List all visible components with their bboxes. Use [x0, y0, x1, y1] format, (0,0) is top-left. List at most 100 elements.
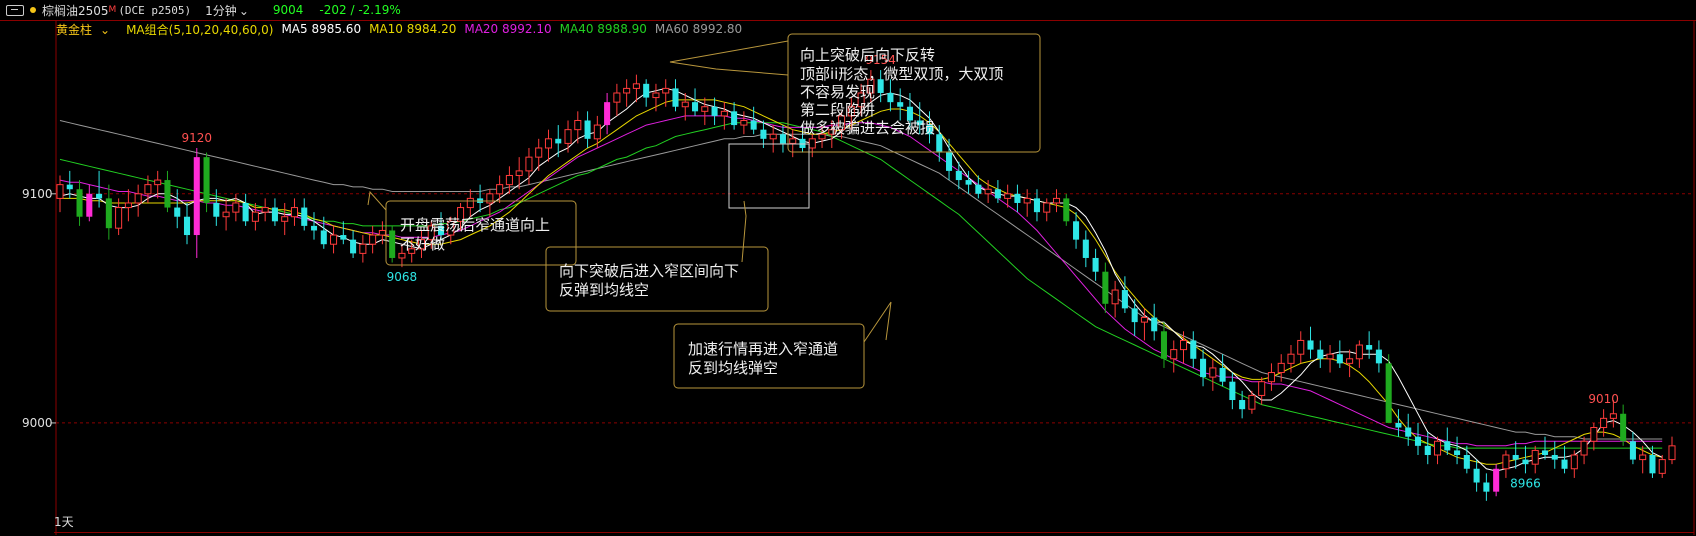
candle [1493, 464, 1500, 497]
candle-body [779, 134, 786, 144]
candle-body [232, 202, 240, 213]
candle-body [1346, 358, 1354, 364]
candle [1131, 299, 1138, 336]
candle [818, 125, 826, 148]
candle-body [1620, 413, 1627, 442]
link-icon[interactable] [6, 4, 24, 16]
candle [477, 184, 484, 213]
candle-body [310, 225, 318, 231]
period-selector[interactable]: 1分钟 ⌄ [205, 2, 255, 19]
candle-body [350, 239, 357, 254]
candle [1239, 390, 1246, 419]
candle-body [769, 133, 777, 140]
y-tick-label: 9100 [22, 187, 53, 201]
annotation-double-top: 向上突破后向下反转 顶部ii形态，微型双顶，大双顶 不容易发现 第二段陷阱 做多… [669, 33, 1041, 153]
candle-body [86, 193, 93, 217]
candle-body [535, 147, 543, 158]
ma-group-label[interactable]: MA组合(5,10,20,40,60,0) [126, 22, 274, 37]
candle-body [369, 234, 377, 245]
candle [271, 198, 278, 226]
candle [144, 175, 152, 203]
candle [261, 198, 269, 222]
candle [193, 147, 200, 258]
annotation-pointer [741, 200, 747, 263]
annotation-breakout-range: 向下突破后进入窄区间向下 反弹到均线空 [545, 143, 810, 312]
candle-body [623, 87, 631, 94]
annotation-line: 加速行情再进入窄通道 [688, 340, 838, 358]
candle-body [320, 230, 327, 245]
candle [1219, 354, 1226, 387]
candle-body [427, 225, 435, 241]
candle-body [1239, 400, 1246, 410]
candle [1248, 390, 1256, 414]
candle [213, 189, 220, 226]
period-label: 1分钟 [205, 3, 237, 18]
candle [515, 157, 523, 190]
candle-body [515, 170, 523, 176]
annotation-box [787, 33, 1041, 153]
candle [1267, 363, 1275, 391]
candle [564, 120, 572, 153]
annotation-line: 做多被骗进去会被损 [800, 119, 935, 137]
candle [994, 180, 1001, 203]
candle-body [584, 120, 591, 139]
candle-body [643, 83, 650, 98]
candle-body [1590, 427, 1598, 442]
candle-body [164, 180, 171, 208]
candle-body [1649, 455, 1656, 474]
candle-body [1317, 349, 1324, 359]
candle [1355, 340, 1363, 368]
candle-body [1541, 450, 1549, 456]
candle-body [701, 106, 709, 112]
candle-body [720, 110, 728, 117]
candle [1140, 308, 1148, 341]
candle-body [681, 101, 689, 108]
candle [124, 189, 132, 222]
candle [1541, 436, 1549, 460]
range-highlight-box [728, 143, 810, 209]
candle [486, 189, 494, 217]
candle [789, 129, 797, 158]
candle [1551, 441, 1558, 469]
candle [720, 102, 728, 130]
candle-body [1014, 193, 1021, 203]
candle [604, 92, 611, 135]
ma10-line [60, 99, 1663, 465]
candle-body [887, 92, 894, 103]
candle-body [1414, 436, 1422, 446]
candle-body [808, 138, 816, 149]
candle [1052, 189, 1061, 213]
candle [76, 180, 83, 226]
symbol-name[interactable]: 棕榈油2505 [42, 3, 109, 18]
candle [555, 125, 562, 158]
ma20-line [59, 115, 1663, 447]
candle [1190, 331, 1197, 368]
candle [115, 198, 123, 236]
candle-body [906, 106, 913, 121]
candle [96, 170, 103, 208]
candle [1297, 331, 1305, 364]
candle-body [1385, 363, 1392, 423]
candle [1424, 432, 1431, 465]
candle [1160, 322, 1168, 368]
candle-body [1267, 372, 1275, 383]
candle [984, 180, 992, 203]
candle [164, 170, 171, 213]
candle-body [1366, 345, 1373, 350]
annotation-line: 向下突破后进入窄区间向下 [559, 262, 739, 280]
candle [1014, 184, 1021, 213]
candle-body [564, 129, 572, 144]
moving-average-lines [59, 87, 1663, 472]
candle [760, 120, 767, 148]
candle-body [1307, 340, 1314, 350]
indicator-selector[interactable]: 黄金柱 ⌄ [56, 21, 118, 38]
candle-body [124, 202, 132, 209]
candle [330, 225, 338, 254]
candle [1151, 303, 1158, 341]
candle [808, 134, 816, 158]
candle [1043, 198, 1051, 222]
candle-body [1570, 454, 1578, 470]
candle-body [965, 180, 972, 185]
candle-body [692, 102, 699, 112]
